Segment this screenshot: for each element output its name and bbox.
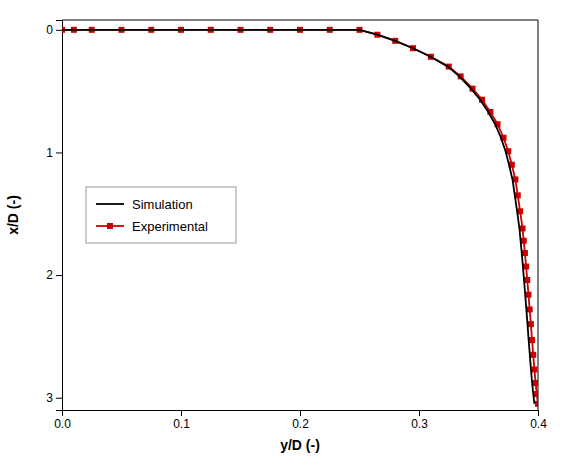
x-tick-mark — [419, 410, 420, 416]
marker — [525, 292, 531, 298]
legend: Simulation Experimental — [86, 187, 236, 243]
x-tick: 0.3 — [411, 410, 428, 431]
x-axis-line — [63, 411, 539, 417]
x-tick-label: 0.0 — [54, 417, 71, 431]
legend-swatch — [96, 203, 124, 205]
frame-top — [62, 20, 538, 21]
marker — [524, 277, 530, 283]
series-line — [62, 30, 534, 404]
y-tick-mark — [56, 152, 62, 153]
y-tick-mark — [56, 30, 62, 31]
x-axis-title: y/D (-) — [280, 437, 320, 453]
marker — [534, 391, 538, 397]
x-tick-label: 0.1 — [173, 417, 190, 431]
legend-label: Simulation — [132, 197, 193, 212]
x-tick: 0.2 — [292, 410, 309, 431]
marker — [531, 367, 537, 373]
y-axis-line — [56, 21, 63, 411]
y-tick-label: 0 — [46, 23, 53, 37]
marker — [529, 337, 535, 343]
x-tick-mark — [300, 410, 301, 416]
x-tick-label: 0.4 — [530, 417, 547, 431]
y-tick-label: 3 — [46, 391, 53, 405]
x-tick: 0.1 — [173, 410, 190, 431]
legend-item: Simulation — [96, 197, 193, 212]
marker — [528, 321, 534, 327]
x-tick: 0.4 — [530, 410, 547, 431]
x-tick-mark — [181, 410, 182, 416]
marker — [527, 306, 533, 312]
y-tick-label: 1 — [46, 146, 53, 160]
y-tick: 2 — [46, 268, 62, 282]
y-tick-mark — [56, 398, 62, 399]
y-tick: 1 — [46, 146, 62, 160]
series — [62, 27, 538, 407]
y-tick: 0 — [46, 23, 62, 37]
series-line — [62, 30, 538, 404]
y-axis-title: x/D (-) — [5, 195, 21, 235]
marker — [523, 264, 529, 270]
x-tick-label: 0.3 — [411, 417, 428, 431]
x-tick-mark — [538, 410, 539, 416]
legend-label: Experimental — [132, 219, 208, 234]
legend-item: Experimental — [96, 219, 208, 234]
x-tick-label: 0.2 — [292, 417, 309, 431]
plot-area: 0.0 0.1 0.2 0.3 0.4 0 1 2 3 Simulation Experimenta… — [46, 20, 547, 431]
y-axis: 0 1 2 3 — [46, 21, 62, 411]
legend-marker — [107, 223, 113, 229]
x-axis: 0.0 0.1 0.2 0.3 0.4 — [54, 410, 547, 431]
frame-right — [538, 20, 539, 410]
x-tick: 0.0 — [54, 410, 71, 431]
series-group — [62, 27, 538, 407]
marker — [530, 352, 536, 358]
y-tick-label: 2 — [46, 268, 53, 282]
series — [62, 30, 534, 404]
marker — [535, 401, 538, 407]
y-tick: 3 — [46, 391, 62, 405]
marker — [533, 380, 538, 386]
legend-box — [86, 187, 236, 243]
chart: 0.0 0.1 0.2 0.3 0.4 0 1 2 3 Simulation Experimenta… — [0, 0, 562, 462]
y-tick-mark — [56, 275, 62, 276]
